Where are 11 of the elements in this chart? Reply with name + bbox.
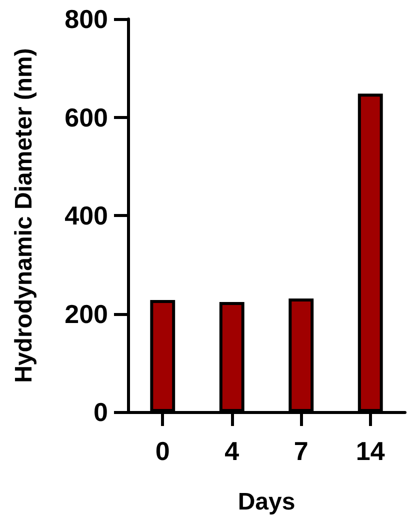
y-tick-label: 600 xyxy=(64,102,108,132)
y-tick-label: 400 xyxy=(64,200,108,230)
x-tick-label: 0 xyxy=(155,436,170,466)
x-tick-label: 7 xyxy=(294,436,308,466)
x-axis-title: Days xyxy=(238,488,296,516)
y-tick-label: 0 xyxy=(94,397,108,427)
y-axis-title: Hydrodynamic Diameter (nm) xyxy=(10,48,38,383)
y-tick-label: 800 xyxy=(64,4,108,34)
x-tick-label: 14 xyxy=(356,436,386,466)
y-tick-label: 200 xyxy=(64,298,108,329)
x-tick-label: 4 xyxy=(224,436,240,466)
